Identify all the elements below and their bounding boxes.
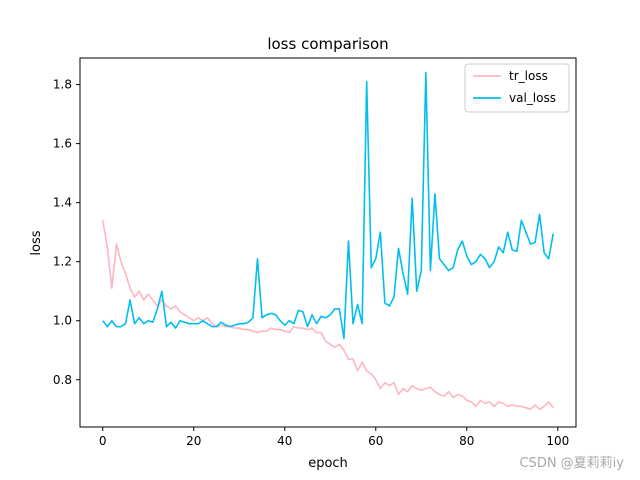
series-line-tr_loss bbox=[101, 220, 554, 411]
axes-frame bbox=[79, 57, 577, 428]
x-axis-label: epoch bbox=[308, 456, 348, 471]
y-tick-label: 1.8 bbox=[53, 78, 72, 92]
legend-label-val_loss: val_loss bbox=[509, 91, 556, 105]
watermark-text: CSDN @夏莉莉iy bbox=[519, 456, 624, 471]
plot-area bbox=[79, 57, 577, 428]
x-tick-label: 40 bbox=[277, 434, 292, 448]
series-layer bbox=[101, 71, 555, 411]
y-tick-label: 1.2 bbox=[53, 255, 72, 269]
y-tick-label: 1.4 bbox=[53, 196, 72, 210]
chart-title: loss comparison bbox=[267, 35, 388, 53]
legend-label-tr_loss: tr_loss bbox=[509, 69, 548, 83]
x-axis-ticks: 0 20 40 60 80 100 bbox=[99, 427, 569, 448]
y-tick-label: 1.0 bbox=[53, 314, 72, 328]
x-tick-label: 60 bbox=[368, 434, 383, 448]
x-tick-label: 100 bbox=[546, 434, 569, 448]
y-tick-label: 0.8 bbox=[53, 373, 72, 387]
y-axis-label: loss bbox=[29, 230, 44, 255]
series-line-val_loss bbox=[102, 71, 555, 340]
x-tick-label: 0 bbox=[99, 434, 107, 448]
x-tick-label: 20 bbox=[186, 434, 201, 448]
legend: tr_loss val_loss bbox=[464, 63, 570, 113]
y-tick-label: 1.6 bbox=[53, 137, 72, 151]
x-tick-label: 80 bbox=[459, 434, 474, 448]
y-axis-ticks: 0.8 1.0 1.2 1.4 1.6 1.8 bbox=[53, 78, 80, 387]
